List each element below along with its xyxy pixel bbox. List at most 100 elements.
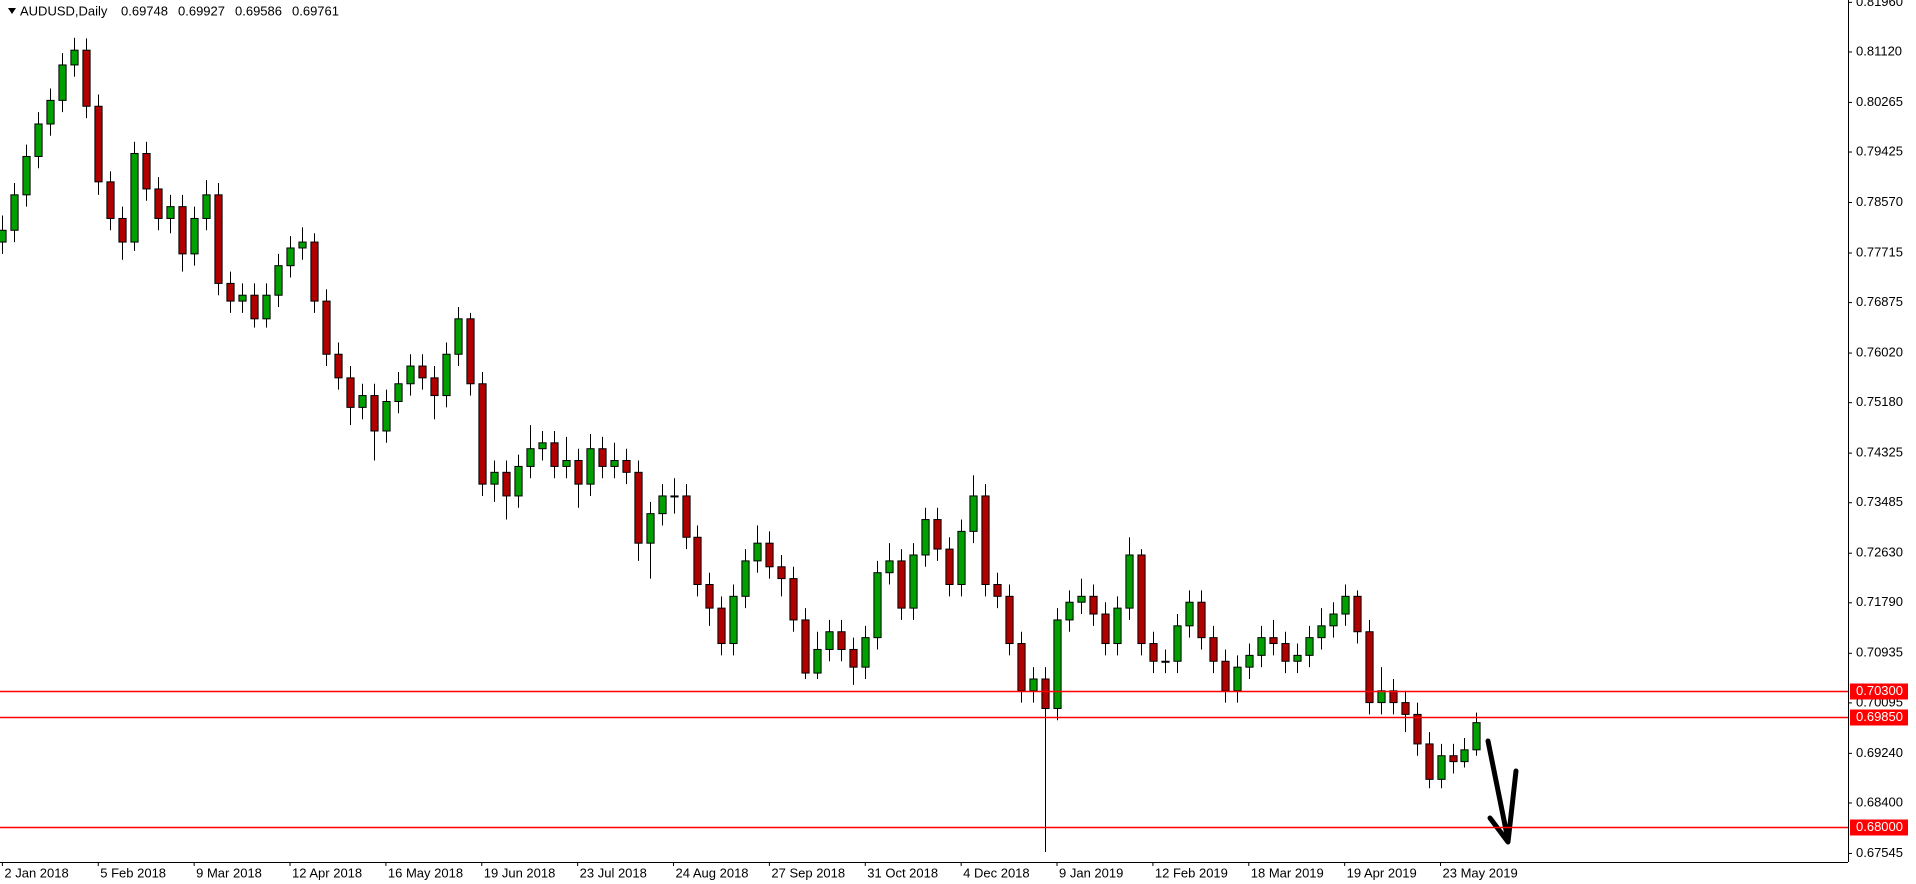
candle-body [574,460,583,485]
candle-body [777,566,786,580]
candle-body [1281,643,1290,662]
ohlc-high: 0.69927 [178,3,225,18]
candle-body [610,460,619,467]
candle-body [861,637,870,668]
candle-body [130,153,139,243]
candle-body [298,241,307,249]
candle-body [1472,722,1481,751]
candle-body [909,554,918,609]
candle-body [1173,625,1182,662]
candle-body [310,241,319,302]
plot [0,37,1481,852]
y-tick-label: 0.69240 [1856,745,1903,760]
candle-body [1317,625,1326,639]
candle-body [490,471,499,485]
y-tick-label: 0.76875 [1856,294,1903,309]
candle-body [873,572,882,639]
candle-body [154,188,163,219]
y-tick-label: 0.74325 [1856,445,1903,460]
candle-body [741,560,750,597]
candle-body [945,548,954,586]
candle-body [1185,601,1194,627]
x-tick-label: 19 Apr 2019 [1347,865,1417,880]
candle-body [358,395,367,408]
candle-body [586,448,595,485]
candle-body [1161,660,1170,663]
y-tick-label: 0.77715 [1856,244,1903,259]
candle-body [1257,637,1266,656]
candle-body [46,99,55,125]
candle-body [118,217,127,243]
candle-body [813,648,822,674]
candle-body [406,365,415,385]
x-tick-label: 2 Jan 2018 [4,865,68,880]
x-tick-label: 27 Sep 2018 [771,865,845,880]
candle-body [1377,690,1386,704]
candle-body [1269,637,1278,645]
candle-body [502,471,511,497]
y-tick-label: 0.71790 [1856,594,1903,609]
candle-body [1353,595,1362,633]
candle-body [526,448,535,467]
x-tick-label: 5 Feb 2018 [100,865,166,880]
candle-body [10,194,19,231]
x-tick-label: 19 Jun 2018 [484,865,556,880]
candle-body [849,648,858,668]
candle-body [334,353,343,379]
candle-body [262,294,271,320]
candle-body [1293,654,1302,662]
candle-body [981,495,990,586]
candle-body [921,519,930,556]
candle-body [789,578,798,621]
candle-body [1437,755,1446,780]
candle-body [1233,666,1242,692]
candle-body [897,560,906,609]
x-tick-label: 9 Mar 2018 [196,865,262,880]
candle-body [478,383,487,485]
candle-body [442,353,451,397]
candle-body [705,584,714,609]
ohlc-open: 0.69748 [121,3,168,18]
candle-body [1197,601,1206,639]
candle-body [1029,678,1038,692]
candle-body [993,584,1002,597]
y-tick-label: 0.68400 [1856,794,1903,809]
y-tick-label: 0.81120 [1856,43,1902,58]
candle-body [1017,643,1026,692]
y-tick-label: 0.72630 [1856,545,1903,560]
candle-body [178,206,187,255]
candle-body [670,495,679,498]
candle-body [717,607,726,645]
x-tick-label: 12 Feb 2019 [1155,865,1228,880]
candle-body [538,442,547,450]
y-tick-label: 0.73485 [1856,494,1903,509]
level-label-box [1850,819,1908,836]
candle-body [430,377,439,397]
candle-body [1401,702,1410,715]
candle-body [166,206,175,219]
level-label: 0.69850 [1856,709,1903,724]
ohlc-close: 0.69761 [292,3,339,18]
candle-body [190,217,199,255]
candle-body [322,300,331,355]
y-tick-label: 0.70935 [1856,645,1903,660]
candle-body [957,530,966,586]
candle-body [274,265,283,296]
candle-body [1137,554,1146,645]
candle-body [22,155,31,196]
candle-body [825,631,834,650]
candle-body [250,294,259,320]
candle-body [562,460,571,467]
level-label-box [1850,683,1908,700]
candle-body [1101,613,1110,645]
candle-body [286,247,295,267]
symbol: AUDUSD,Daily [20,3,108,18]
candle-body [765,542,774,568]
candle-body [370,395,379,432]
candle-body [1221,660,1230,692]
candle-body [214,194,223,284]
x-tick-label: 12 Apr 2018 [292,865,362,880]
